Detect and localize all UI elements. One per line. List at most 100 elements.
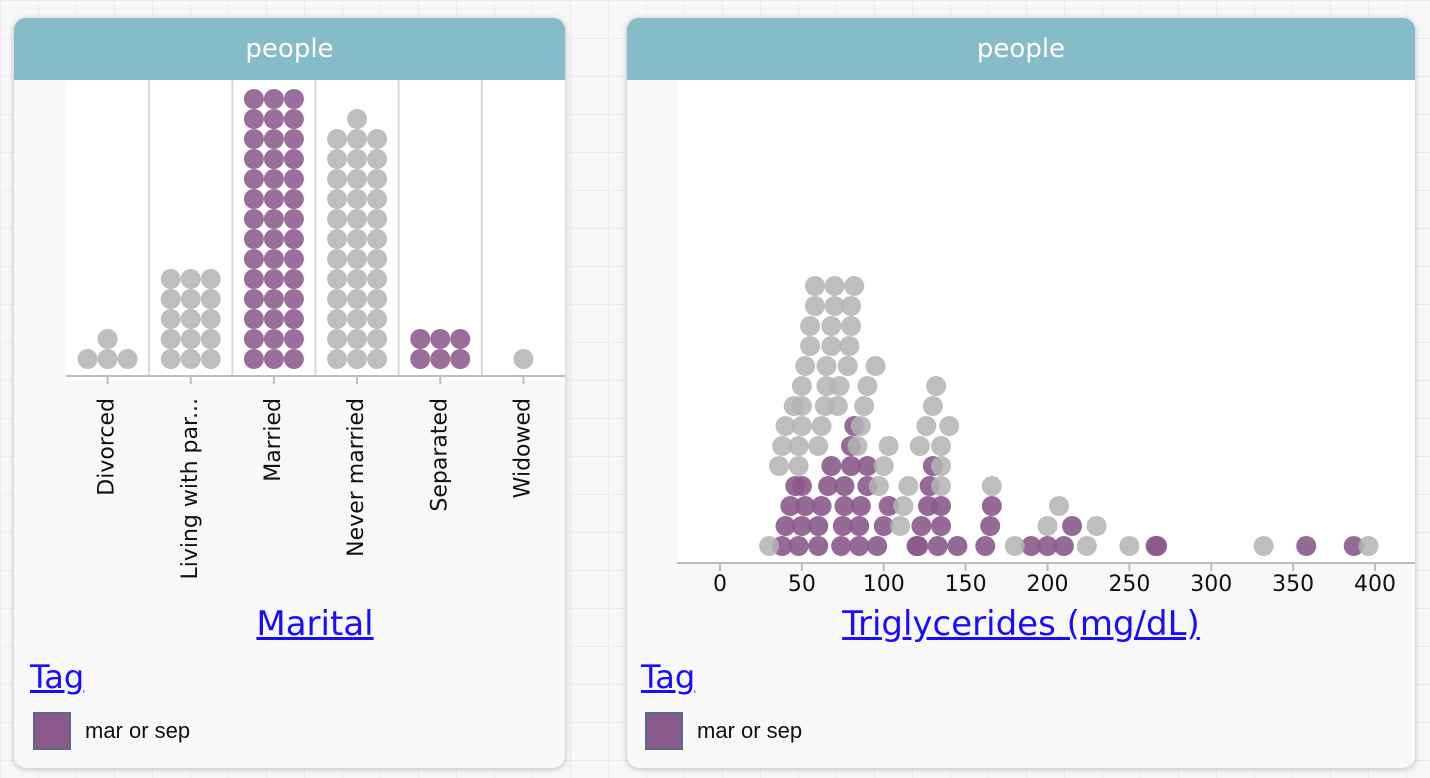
dot bbox=[839, 336, 860, 356]
dot-tagged bbox=[263, 89, 284, 109]
dot-tagged bbox=[980, 516, 1001, 536]
dot-tagged bbox=[788, 536, 809, 556]
x-axis-title[interactable]: Triglycerides (mg/dL) bbox=[842, 604, 1200, 644]
dot-tagged bbox=[283, 249, 304, 269]
legend-title[interactable]: Tag bbox=[30, 658, 85, 696]
x-tick-label: Never married bbox=[344, 398, 369, 557]
legend-title[interactable]: Tag bbox=[641, 658, 696, 696]
x-tick-label: 200 bbox=[1027, 572, 1069, 597]
dot bbox=[117, 349, 138, 369]
dot-tagged bbox=[283, 149, 304, 169]
dot bbox=[816, 356, 837, 376]
dot bbox=[180, 349, 201, 369]
dot-tagged bbox=[818, 476, 839, 496]
dot-tagged bbox=[873, 516, 894, 536]
dot-tagged bbox=[931, 516, 952, 536]
dot bbox=[327, 209, 348, 229]
dot-tagged bbox=[808, 536, 829, 556]
dot bbox=[327, 249, 348, 269]
dot-tagged bbox=[263, 289, 284, 309]
x-tick-label: Widowed bbox=[510, 398, 535, 498]
card-title[interactable]: people bbox=[627, 18, 1415, 80]
legend-item[interactable]: mar or sep bbox=[33, 712, 190, 750]
legend-item[interactable]: mar or sep bbox=[645, 712, 802, 750]
marital-dot-plot: Divorced Living with par... Married Never m… bbox=[66, 80, 565, 580]
dot bbox=[347, 289, 368, 309]
dot bbox=[347, 349, 368, 369]
dot-tagged bbox=[430, 329, 451, 349]
x-tick-label: 350 bbox=[1272, 572, 1314, 597]
dot-tagged bbox=[263, 169, 284, 189]
dot-tagged bbox=[1147, 536, 1168, 556]
dot-tagged bbox=[243, 269, 264, 289]
dot-tagged bbox=[791, 516, 812, 536]
dot bbox=[347, 149, 368, 169]
dot-tagged bbox=[1062, 516, 1083, 536]
dot bbox=[347, 209, 368, 229]
dot bbox=[200, 349, 221, 369]
dot-tagged bbox=[832, 516, 853, 536]
dot bbox=[200, 309, 221, 329]
dot bbox=[772, 436, 793, 456]
card-title[interactable]: people bbox=[14, 18, 565, 80]
dot bbox=[811, 416, 832, 436]
dot bbox=[97, 349, 118, 369]
dot-tagged bbox=[283, 89, 304, 109]
dot bbox=[97, 329, 118, 349]
dot bbox=[327, 189, 348, 209]
dot-tagged bbox=[243, 289, 264, 309]
dot bbox=[788, 436, 809, 456]
dot bbox=[857, 376, 878, 396]
legend-swatch bbox=[33, 712, 71, 750]
dot-tagged bbox=[263, 209, 284, 229]
dot bbox=[367, 149, 388, 169]
dot bbox=[1076, 536, 1097, 556]
dot bbox=[367, 169, 388, 189]
dot-tagged bbox=[243, 149, 264, 169]
dot bbox=[893, 496, 914, 516]
dot bbox=[347, 249, 368, 269]
dot-tagged bbox=[243, 349, 264, 369]
dot bbox=[367, 329, 388, 349]
dot bbox=[931, 476, 952, 496]
x-axis-title[interactable]: Marital bbox=[256, 604, 374, 644]
dot-tagged bbox=[975, 536, 996, 556]
dot bbox=[824, 276, 845, 296]
dot bbox=[1048, 496, 1069, 516]
x-tick-label: 150 bbox=[945, 572, 987, 597]
dot-tagged bbox=[283, 189, 304, 209]
dot bbox=[808, 436, 829, 456]
dot-tagged bbox=[243, 309, 264, 329]
dot-tagged bbox=[283, 349, 304, 369]
dot bbox=[347, 309, 368, 329]
dot-tagged bbox=[981, 496, 1002, 516]
dot bbox=[513, 349, 534, 369]
dot-tagged bbox=[243, 189, 264, 209]
dot-tagged bbox=[283, 209, 304, 229]
dot bbox=[327, 289, 348, 309]
dot-tagged bbox=[283, 269, 304, 289]
dot-tagged bbox=[1021, 536, 1042, 556]
dot-tagged bbox=[263, 109, 284, 129]
dot bbox=[800, 336, 821, 356]
dot-tagged bbox=[263, 189, 284, 209]
dot bbox=[327, 129, 348, 149]
dot-tagged bbox=[283, 109, 304, 129]
x-tick-label: 250 bbox=[1108, 572, 1150, 597]
dot bbox=[367, 189, 388, 209]
dot-tagged bbox=[1053, 536, 1074, 556]
dot bbox=[865, 356, 886, 376]
dot-tagged bbox=[283, 229, 304, 249]
dot bbox=[931, 456, 952, 476]
dot bbox=[854, 396, 875, 416]
dot-tagged bbox=[849, 516, 870, 536]
dot bbox=[931, 436, 952, 456]
dot bbox=[367, 309, 388, 329]
dot bbox=[327, 309, 348, 329]
dot bbox=[759, 536, 780, 556]
dot bbox=[804, 296, 825, 316]
dot-tagged bbox=[808, 516, 829, 536]
dot bbox=[939, 416, 960, 436]
dot bbox=[347, 269, 368, 289]
dot bbox=[821, 316, 842, 336]
